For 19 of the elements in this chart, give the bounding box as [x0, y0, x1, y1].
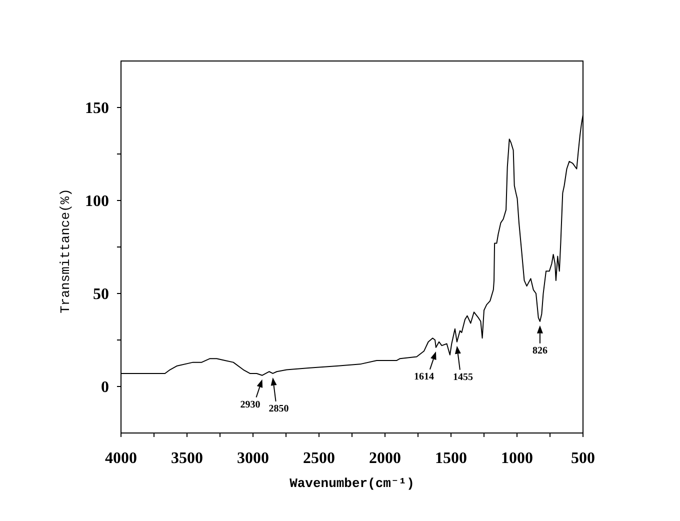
x-tick-label: 2500 [303, 450, 335, 467]
x-axis-title: Wavenumber(cm⁻¹) [290, 476, 414, 491]
x-tick-label: 3000 [237, 450, 269, 467]
x-tick-label: 3500 [171, 450, 203, 467]
y-tick-label: 0 [101, 379, 109, 396]
x-tick-label: 1000 [501, 450, 533, 467]
x-tick-label: 500 [571, 450, 595, 467]
x-tick-label: 1500 [435, 450, 467, 467]
y-axis-title: Transmittance(%) [58, 188, 73, 314]
annotation: 2930 [240, 399, 260, 410]
y-tick-label: 50 [93, 286, 109, 304]
annotation: 2850 [268, 403, 289, 414]
x-tick-label: 2000 [369, 450, 401, 467]
annotation: 1455 [452, 372, 473, 383]
annotation: 1614 [414, 371, 434, 382]
y-tick-label: 100 [85, 193, 109, 210]
annotation: 826 [532, 345, 548, 356]
x-tick-label: 4000 [105, 450, 137, 467]
y-tick-label: 150 [85, 100, 109, 118]
